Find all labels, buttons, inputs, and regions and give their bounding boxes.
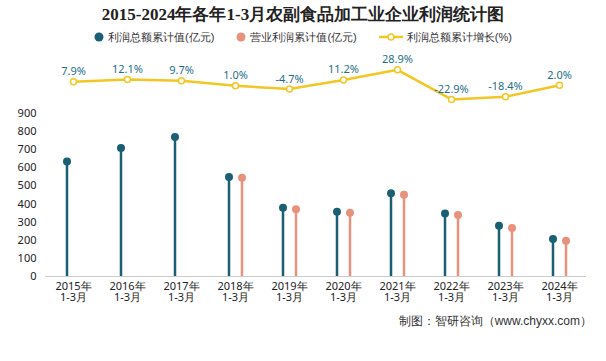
html-text:利润总额累计增长(%): 利润总额累计增长(%) bbox=[406, 30, 512, 43]
svg-text:900: 900 bbox=[18, 107, 37, 120]
svg-text:2019年1-3月: 2019年1-3月 bbox=[271, 278, 307, 304]
svg-text:2020年1-3月: 2020年1-3月 bbox=[325, 278, 361, 304]
html-text:2015-2024年各年1-3月农副食品加工业企业利润统计图: 2015-2024年各年1-3月农副食品加工业企业利润统计图 bbox=[101, 5, 505, 24]
html-text:利润总额累计值(亿元): 利润总额累计值(亿元) bbox=[108, 30, 215, 43]
svg-text:2022年1-3月: 2022年1-3月 bbox=[433, 278, 469, 304]
svg-text:7.9%: 7.9% bbox=[61, 63, 86, 78]
svg-text:700: 700 bbox=[18, 141, 37, 156]
svg-text:12.1%: 12.1% bbox=[112, 61, 143, 76]
svg-text:800: 800 bbox=[18, 123, 37, 138]
svg-text:11.2%: 11.2% bbox=[328, 61, 359, 76]
html-text:营业利润累计值(亿元): 营业利润累计值(亿元) bbox=[250, 30, 357, 43]
svg-text:300: 300 bbox=[18, 214, 37, 229]
svg-text:2015年1-3月: 2015年1-3月 bbox=[55, 278, 91, 304]
svg-text:100: 100 bbox=[18, 250, 37, 265]
svg-text:2021年1-3月: 2021年1-3月 bbox=[379, 278, 415, 304]
svg-text:500: 500 bbox=[18, 177, 37, 192]
svg-text:0: 0 bbox=[30, 268, 36, 283]
svg-text:-18.4%: -18.4% bbox=[488, 78, 523, 93]
html-text:制图：智研咨询（www.chyxx.com）: 制图：智研咨询（www.chyxx.com） bbox=[398, 314, 592, 328]
svg-text:600: 600 bbox=[18, 159, 37, 174]
svg-text:400: 400 bbox=[18, 196, 37, 211]
svg-text:2017年1-3月: 2017年1-3月 bbox=[163, 278, 199, 304]
svg-text:2023年1-3月: 2023年1-3月 bbox=[487, 278, 523, 304]
svg-text:2018年1-3月: 2018年1-3月 bbox=[217, 278, 253, 304]
svg-text:1.0%: 1.0% bbox=[223, 67, 248, 82]
svg-text:9.7%: 9.7% bbox=[169, 62, 194, 77]
svg-text:-4.7%: -4.7% bbox=[275, 71, 303, 86]
svg-text:2.0%: 2.0% bbox=[547, 67, 572, 82]
svg-text:2024年1-3月: 2024年1-3月 bbox=[541, 278, 577, 304]
svg-text:2016年1-3月: 2016年1-3月 bbox=[109, 278, 145, 304]
svg-text:200: 200 bbox=[18, 232, 37, 247]
svg-text:-22.9%: -22.9% bbox=[434, 81, 469, 96]
svg-text:28.9%: 28.9% bbox=[382, 51, 413, 66]
